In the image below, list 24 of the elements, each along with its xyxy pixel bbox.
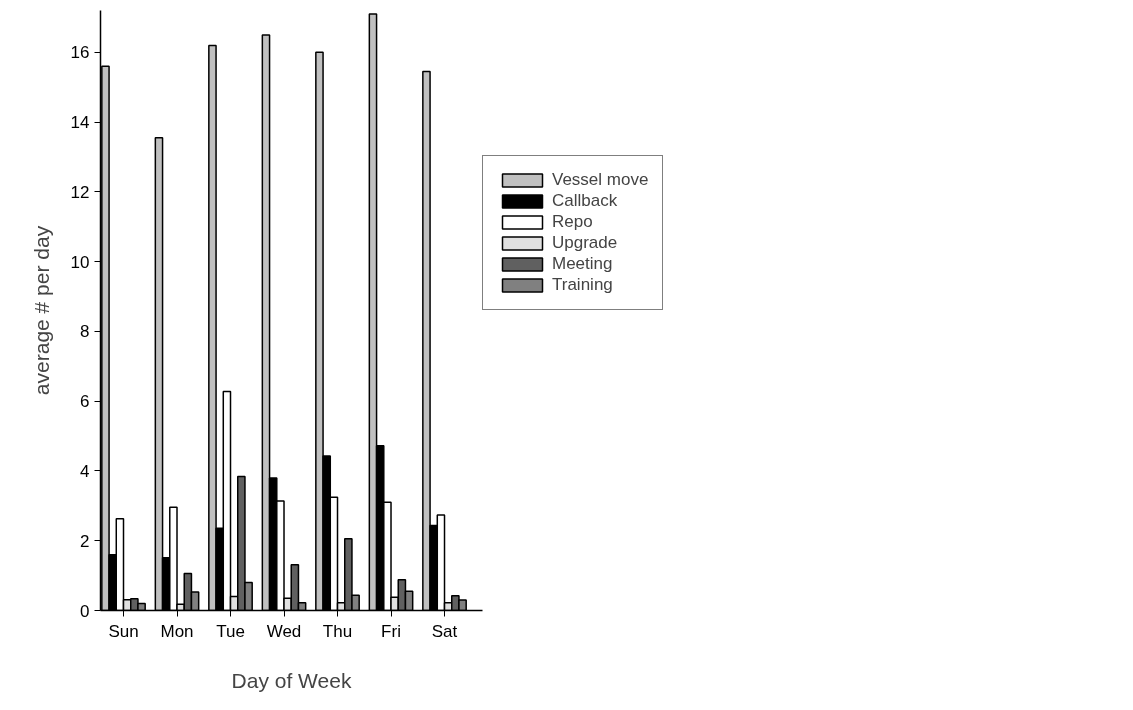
y-axis-title: average # per day bbox=[29, 225, 53, 396]
x-tick-label: Wed bbox=[266, 621, 302, 641]
x-tick-label: Sat bbox=[431, 621, 458, 641]
y-tick-label: 2 bbox=[80, 531, 90, 551]
x-tick-label: Sun bbox=[108, 621, 139, 641]
legend-label: Meeting bbox=[552, 254, 613, 274]
y-tick-label: 4 bbox=[80, 461, 90, 481]
x-axis-title: Day of Week bbox=[231, 668, 352, 692]
legend-label: Callback bbox=[552, 191, 618, 211]
x-tick-label: Tue bbox=[216, 621, 245, 641]
legend-label: Training bbox=[552, 275, 613, 295]
y-tick-label: 0 bbox=[80, 601, 90, 621]
legend-label: Vessel move bbox=[552, 170, 649, 190]
y-tick-label: 16 bbox=[70, 43, 90, 63]
x-tick-label: Fri bbox=[381, 621, 401, 641]
legend-label: Repo bbox=[552, 212, 593, 232]
y-tick-label: 6 bbox=[80, 392, 90, 412]
x-tick-label: Thu bbox=[322, 621, 353, 641]
y-tick-label: 8 bbox=[80, 322, 90, 342]
x-tick-label: Mon bbox=[160, 621, 194, 641]
y-tick-label: 10 bbox=[70, 252, 90, 272]
legend-label: Upgrade bbox=[552, 233, 618, 253]
y-tick-label: 14 bbox=[70, 113, 90, 133]
y-tick-label: 12 bbox=[70, 182, 90, 202]
